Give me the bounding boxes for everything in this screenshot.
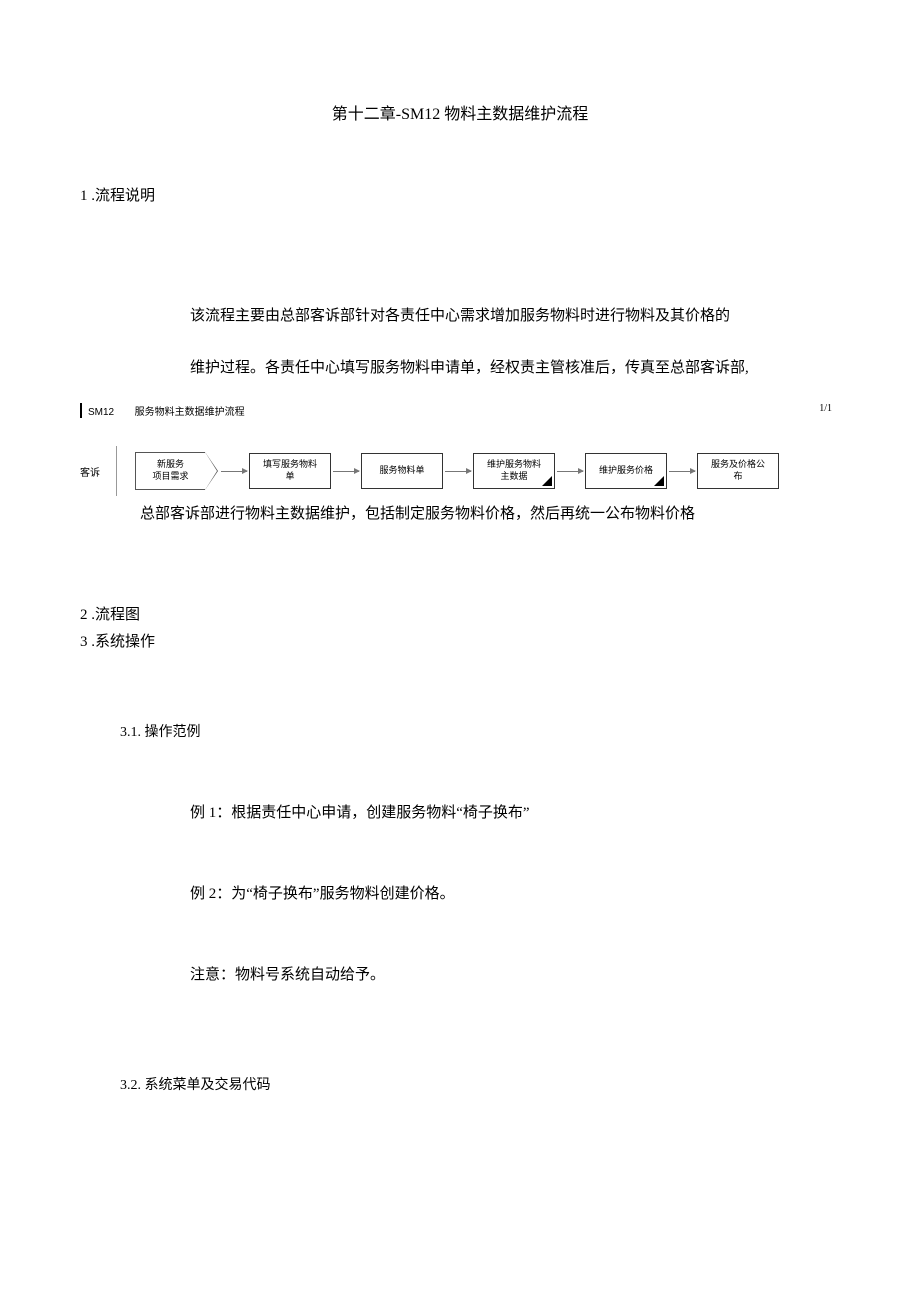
flow-arrow	[669, 471, 695, 472]
section-2-heading: 2 .流程图	[80, 603, 840, 624]
section-3-heading: 3 .系统操作	[80, 630, 840, 651]
flow-node-4-label: 维护服务物料 主数据	[487, 459, 541, 482]
flow-arrow	[333, 471, 359, 472]
flow-node-2-label: 填写服务物料 单	[263, 459, 317, 482]
flow-diagram: 客诉 新服务 项目需求 填写服务物料 单 服务物料单 维护服务物料 主数据 维护…	[80, 446, 840, 496]
diagram-title: 服务物料主数据维护流程	[135, 407, 245, 418]
flow-arrow	[445, 471, 471, 472]
section-1-heading: 1 .流程说明	[80, 184, 840, 205]
flow-arrow	[557, 471, 583, 472]
flow-node-6-label: 服务及价格公 布	[711, 459, 765, 482]
flow-node-2: 填写服务物料 单	[249, 453, 331, 489]
flow-node-start-label: 新服务 项目需求	[152, 459, 188, 482]
flow-node-6: 服务及价格公 布	[697, 453, 779, 489]
post-diagram-paragraph: 总部客诉部进行物料主数据维护，包括制定服务物料价格，然后再统一公布物料价格	[140, 502, 840, 523]
flow-node-5-label: 维护服务价格	[599, 465, 653, 477]
lane-label: 客诉	[80, 464, 110, 479]
diagram-page: 1/1	[819, 403, 832, 418]
example-2: 例 2：为“椅子换布”服务物料创建价格。	[190, 882, 840, 903]
paragraph-1: 该流程主要由总部客诉部针对各责任中心需求增加服务物料时进行物料及其价格的	[190, 295, 840, 337]
section-3-1-heading: 3.1. 操作范例	[120, 721, 840, 741]
flow-node-4: 维护服务物料 主数据	[473, 453, 555, 489]
section-3-2-heading: 3.2. 系统菜单及交易代码	[120, 1074, 840, 1094]
diagram-header: SM12 服务物料主数据维护流程 1/1	[80, 403, 840, 418]
lane-separator	[116, 446, 117, 496]
chapter-title: 第十二章-SM12 物料主数据维护流程	[80, 100, 840, 124]
paragraph-2: 维护过程。各责任中心填写服务物料申请单，经权责主管核准后，传真至总部客诉部,	[190, 347, 840, 389]
diagram-code: SM12	[88, 407, 114, 418]
example-note: 注意：物料号系统自动给予。	[190, 963, 840, 984]
flow-node-3: 服务物料单	[361, 453, 443, 489]
flow-node-5: 维护服务价格	[585, 453, 667, 489]
flow-node-3-label: 服务物料单	[379, 465, 424, 477]
example-1: 例 1：根据责任中心申请，创建服务物料“椅子换布”	[190, 801, 840, 822]
flow-arrow	[221, 471, 247, 472]
flow-node-start: 新服务 项目需求	[135, 452, 205, 490]
